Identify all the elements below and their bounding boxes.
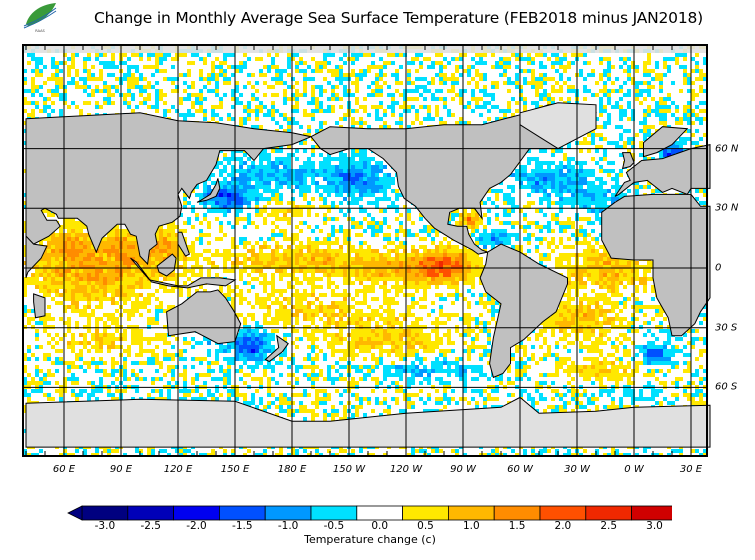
colorbar-tick-label: -3.0 — [94, 520, 116, 532]
colorbar-bin — [310, 505, 358, 521]
latitude-label: 30 S — [715, 322, 738, 334]
colorbar-tick-label: -2.5 — [140, 520, 161, 532]
landmass-uk — [621, 152, 635, 170]
landmass-japan — [196, 178, 221, 203]
latitude-label: 60 S — [715, 381, 738, 393]
longitude-label: 150 E — [220, 464, 250, 475]
longitude-label: 0 W — [624, 464, 644, 475]
landmass-australia — [166, 289, 242, 345]
logo-text: RAAS — [35, 29, 45, 33]
longitude-label: 150 W — [332, 464, 366, 475]
landmass-borneo — [156, 253, 177, 277]
colorbar-bin — [218, 505, 266, 521]
longitude-label: 60 E — [52, 464, 76, 475]
colorbar-tick-label: 2.0 — [554, 520, 572, 532]
colorbar-bin — [631, 505, 672, 521]
longitude-label: 180 E — [277, 464, 307, 475]
colorbar-bin — [127, 505, 175, 521]
colorbar-tick-label: 1.0 — [462, 520, 480, 532]
landmass-africa-east — [25, 234, 48, 279]
colorbar-tick-label: 0.0 — [371, 520, 389, 532]
latitude-label: 0 — [715, 262, 722, 274]
colorbar-tick-label: 0.5 — [417, 520, 434, 532]
colorbar-bin — [81, 505, 129, 521]
landmass-new-zealand — [264, 334, 289, 363]
colorbar-bin — [356, 505, 403, 521]
graticule — [23, 45, 707, 456]
colorbar-tick-label: 3.0 — [646, 520, 663, 532]
landmass-south-america — [479, 243, 568, 379]
colorbar-bin — [493, 505, 541, 521]
colorbar-title: Temperature change (c) — [304, 533, 436, 546]
latitude-label: 60 N — [715, 143, 739, 155]
landmass-eurasia — [25, 112, 313, 266]
colorbar-tick-label: -0.5 — [323, 520, 345, 532]
colorbar-tick-label: -1.5 — [232, 520, 253, 532]
longitude-label: 90 E — [109, 464, 133, 475]
longitude-label: 120 W — [389, 464, 423, 475]
chart-title: Change in Monthly Average Sea Surface Te… — [94, 9, 703, 27]
colorbar-bin — [585, 505, 632, 521]
colorbar-tick-label: -2.0 — [186, 520, 207, 532]
longitude-label: 30 W — [564, 464, 590, 475]
longitude-label: 30 E — [679, 464, 703, 475]
colorbar-bin — [173, 505, 220, 521]
latitude-label: 30 N — [715, 202, 739, 214]
longitude-label: 60 W — [507, 464, 533, 475]
landmass-europe — [614, 143, 711, 197]
colorbar-bin — [447, 505, 495, 521]
leaf-logo-icon: RAAS — [23, 3, 57, 33]
colorbar — [67, 505, 672, 521]
colorbar-bin — [264, 505, 312, 521]
colorbar-tick-label: -1.0 — [277, 520, 299, 532]
longitude-label: 90 W — [450, 464, 476, 475]
colorbar-bin — [539, 505, 587, 521]
landmass-scandinavia — [643, 126, 689, 158]
continents — [25, 102, 711, 448]
landmass-madagascar — [33, 293, 46, 319]
sst-map — [22, 44, 711, 457]
colorbar-bin — [402, 505, 449, 521]
longitude-label: 120 E — [163, 464, 193, 475]
colorbar-tick-label: 1.5 — [508, 520, 526, 532]
colorbar-min-arrow — [67, 505, 83, 521]
map-frame — [22, 44, 708, 457]
arctic-ice — [23, 45, 707, 53]
colorbar-tick-label: 2.5 — [600, 520, 618, 532]
